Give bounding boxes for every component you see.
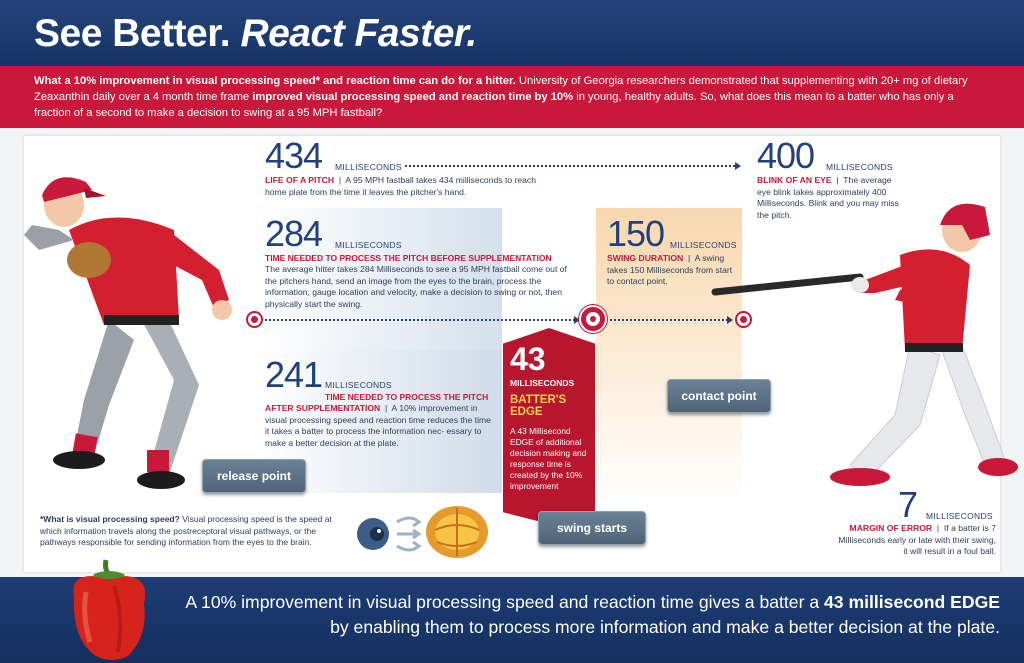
footer-text-1: A 10% improvement in visual processing s… (185, 592, 824, 612)
edge-number: 43 (510, 341, 546, 377)
swing-label: SWING DURATION (607, 253, 684, 263)
footer-bold: 43 millisecond EDGE (824, 592, 1000, 612)
footer-banner: A 10% improvement in visual processing s… (0, 577, 1024, 663)
swing-duration-panel (596, 208, 742, 508)
intro-text-2: in young, healthy adults. So, what does … (34, 91, 954, 119)
footnote-question: *What is visual processing speed? (40, 514, 180, 524)
pitch-label: LIFE OF A PITCH (265, 175, 335, 185)
blink-unit: MILLISECONDS (826, 162, 893, 172)
pitch-number: 434 (265, 135, 323, 176)
edge-label: BATTER'S EDGE (510, 394, 567, 418)
margin-number: 7 (898, 484, 918, 525)
intro-banner: What a 10% improvement in visual process… (0, 66, 1024, 128)
edge-text: A 43 Millisecond EDGE of additional deci… (510, 426, 587, 491)
pitcher-illustration (24, 177, 232, 489)
swing-start-target (579, 305, 607, 333)
blink-label: BLINK OF AN EYE (757, 175, 832, 185)
pitch-unit: MILLISECONDS (335, 162, 402, 172)
swing-text: A swing takes 150 Milliseconds from star… (607, 253, 733, 287)
eye-to-brain-graphic (357, 506, 488, 558)
margin-text: If a batter is 7 Milliseconds early or l… (838, 523, 996, 557)
contact-marker (735, 311, 752, 328)
title-part-1: See Better. (34, 12, 231, 55)
blink-number: 400 (757, 135, 815, 176)
footnote-text: Visual processing speed is the speed at … (40, 514, 332, 547)
release-marker (246, 311, 263, 328)
process-timeline-line (265, 319, 575, 321)
footer-text: A 10% improvement in visual processing s… (170, 590, 1000, 640)
blink-text: The average eye blink takes approximatel… (757, 175, 899, 220)
margin-unit: MILLISECONDS (926, 511, 993, 521)
after-text: A 10% improvement in visual processing s… (265, 403, 491, 448)
swing-starts-tag: swing starts (538, 511, 646, 545)
swing-unit: MILLISECONDS (670, 240, 737, 250)
after-unit: MILLISECONDS (325, 380, 392, 390)
pitch-timeline-line (405, 165, 735, 167)
intro-bold-2: improved visual processing speed and rea… (252, 91, 574, 103)
swing-desc: SWING DURATION | A swing takes 150 Milli… (607, 253, 739, 288)
before-label: TIME NEEDED TO PROCESS THE PITCH BEFORE … (265, 253, 552, 263)
blink-sep: | (836, 175, 839, 185)
page-title: See Better. React Faster. (34, 12, 477, 56)
pitch-text: A 95 MPH fastball takes 434 milliseconds… (265, 175, 536, 197)
after-number: 241 (265, 354, 323, 395)
intro-text-1: University of Georgia researchers demons… (34, 75, 968, 103)
footnote: *What is visual processing speed? Visual… (40, 514, 342, 549)
pitch-desc: LIFE OF A PITCH | A 95 MPH fastball take… (265, 175, 555, 198)
arrow-icon (396, 516, 422, 528)
process-arrowhead (574, 316, 580, 324)
margin-desc: MARGIN OF ERROR | If a batter is 7 Milli… (838, 523, 996, 558)
swing-sep: | (688, 253, 691, 263)
batters-edge-panel (503, 328, 595, 524)
before-unit: MILLISECONDS (335, 240, 402, 250)
margin-sep: | (936, 523, 940, 533)
pitch-sep: | (338, 175, 342, 185)
after-sep: | (385, 403, 388, 413)
blink-desc: BLINK OF AN EYE | The average eye blink … (757, 175, 907, 221)
edge-unit: MILLISECONDS (510, 378, 575, 388)
batter-illustration (711, 203, 1018, 486)
title-part-2: React Faster. (240, 12, 477, 55)
pitch-arrowhead (735, 162, 741, 170)
release-point-tag: release point (202, 459, 306, 493)
after-desc: AFTER SUPPLEMENTATION | A 10% improvemen… (265, 403, 495, 449)
after-label-1: TIME NEEDED TO PROCESS THE PITCH (325, 392, 489, 402)
intro-lead: What a 10% improvement in visual process… (34, 75, 516, 87)
before-text: The average hitter takes 284 Millisecond… (265, 264, 567, 309)
swing-arrowhead (727, 316, 733, 324)
contact-point-tag: contact point (667, 379, 771, 413)
red-pepper-illustration (73, 559, 146, 660)
after-label-2: AFTER SUPPLEMENTATION (265, 403, 381, 413)
before-number: 284 (265, 213, 323, 254)
swing-number: 150 (607, 213, 665, 254)
footer-text-2: by enabling them to process more informa… (330, 617, 1000, 637)
header-bar: See Better. React Faster. (0, 0, 1024, 66)
swing-timeline-line (610, 319, 728, 321)
margin-label: MARGIN OF ERROR (849, 523, 933, 533)
